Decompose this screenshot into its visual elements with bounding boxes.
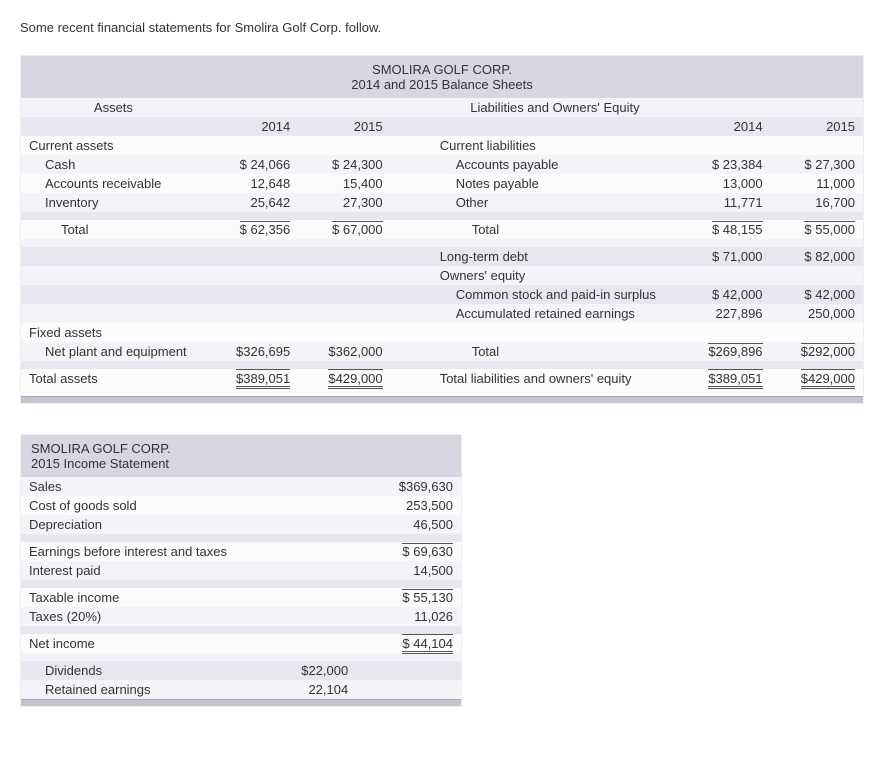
total-cl-2015: $ 55,000 (804, 221, 855, 237)
tle-2015: $429,000 (801, 369, 855, 389)
cash-label: Cash (21, 155, 206, 174)
is-subtitle: 2015 Income Statement (31, 456, 169, 471)
ar-label: Accounts receivable (21, 174, 206, 193)
ni-value: $ 44,104 (402, 634, 453, 654)
income-statement-panel: SMOLIRA GOLF CORP. 2015 Income Statement… (20, 434, 462, 707)
year-2014-a: 2014 (206, 117, 298, 136)
dep-value: 46,500 (356, 515, 461, 534)
total-cl-2014: $ 48,155 (712, 221, 763, 237)
sales-label: Sales (21, 477, 262, 496)
ta-2014: $389,051 (236, 369, 290, 389)
cs-2015: $ 42,000 (771, 285, 863, 304)
year-2014-l: 2014 (678, 117, 770, 136)
div-value: $22,000 (262, 661, 356, 680)
total-oe-2014: $269,896 (708, 343, 762, 359)
ar-2015: 15,400 (298, 174, 390, 193)
balance-sheet-table: Assets Liabilities and Owners' Equity 20… (21, 98, 863, 403)
total-ca-2014: $ 62,356 (240, 221, 291, 237)
bs-subtitle: 2014 and 2015 Balance Sheets (21, 77, 863, 92)
re-2014: 227,896 (678, 304, 770, 323)
cogs-value: 253,500 (356, 496, 461, 515)
cash-2014: $ 24,066 (206, 155, 298, 174)
ap-2014: $ 23,384 (678, 155, 770, 174)
current-assets-label: Current assets (21, 136, 206, 155)
liab-header: Liabilities and Owners' Equity (432, 98, 678, 117)
tax-value: 11,026 (356, 607, 461, 626)
npe-2015: $362,000 (298, 342, 390, 361)
dep-label: Depreciation (21, 515, 262, 534)
re-2015: 250,000 (771, 304, 863, 323)
intro-text: Some recent financial statements for Smo… (20, 20, 864, 35)
bs-company: SMOLIRA GOLF CORP. (21, 62, 863, 77)
inv-2015: 27,300 (298, 193, 390, 212)
assets-header: Assets (21, 98, 206, 117)
np-2014: 13,000 (678, 174, 770, 193)
ta-2015: $429,000 (328, 369, 382, 389)
total-ca-2015: $ 67,000 (332, 221, 383, 237)
sales-value: $369,630 (356, 477, 461, 496)
ni-label: Net income (21, 634, 262, 653)
inv-2014: 25,642 (206, 193, 298, 212)
ret-label: Retained earnings (21, 680, 262, 700)
cs-label: Common stock and paid-in surplus (432, 285, 678, 304)
npe-label: Net plant and equipment (21, 342, 206, 361)
ta-label: Total assets (21, 369, 206, 388)
ap-2015: $ 27,300 (771, 155, 863, 174)
year-2015-l: 2015 (771, 117, 863, 136)
ti-value: $ 55,130 (402, 589, 453, 605)
np-label: Notes payable (432, 174, 678, 193)
other-label: Other (432, 193, 678, 212)
balance-sheet-title: SMOLIRA GOLF CORP. 2014 and 2015 Balance… (21, 56, 863, 98)
ap-label: Accounts payable (432, 155, 678, 174)
np-2015: 11,000 (771, 174, 863, 193)
total-oe-2015: $292,000 (801, 343, 855, 359)
cash-2015: $ 24,300 (298, 155, 390, 174)
ebit-label: Earnings before interest and taxes (21, 542, 262, 561)
int-value: 14,500 (356, 561, 461, 580)
other-2014: 11,771 (678, 193, 770, 212)
balance-sheet-panel: SMOLIRA GOLF CORP. 2014 and 2015 Balance… (20, 55, 864, 404)
income-statement-title: SMOLIRA GOLF CORP. 2015 Income Statement (21, 435, 461, 477)
re-label: Accumulated retained earnings (432, 304, 678, 323)
total-oe-label: Total (432, 342, 678, 361)
ret-value: 22,104 (262, 680, 356, 700)
bs-bottom-rule (21, 397, 863, 404)
current-liab-label: Current liabilities (432, 136, 678, 155)
tax-label: Taxes (20%) (21, 607, 262, 626)
income-statement-table: Sales $369,630 Cost of goods sold 253,50… (21, 477, 461, 706)
div-label: Dividends (21, 661, 262, 680)
fa-label: Fixed assets (21, 323, 206, 342)
is-company: SMOLIRA GOLF CORP. (31, 441, 171, 456)
other-2015: 16,700 (771, 193, 863, 212)
ltd-label: Long-term debt (432, 247, 678, 266)
tle-2014: $389,051 (708, 369, 762, 389)
ar-2014: 12,648 (206, 174, 298, 193)
ltd-2015: $ 82,000 (771, 247, 863, 266)
int-label: Interest paid (21, 561, 262, 580)
total-cl-label: Total (432, 220, 678, 239)
cogs-label: Cost of goods sold (21, 496, 262, 515)
inv-label: Inventory (21, 193, 206, 212)
npe-2014: $326,695 (206, 342, 298, 361)
ebit-value: $ 69,630 (402, 543, 453, 559)
cs-2014: $ 42,000 (678, 285, 770, 304)
is-bottom-rule (21, 700, 461, 707)
ti-label: Taxable income (21, 588, 262, 607)
tle-label: Total liabilities and owners' equity (432, 369, 678, 388)
ltd-2014: $ 71,000 (678, 247, 770, 266)
year-2015-a: 2015 (298, 117, 390, 136)
oe-label: Owners' equity (432, 266, 678, 285)
total-ca-label: Total (21, 220, 206, 239)
